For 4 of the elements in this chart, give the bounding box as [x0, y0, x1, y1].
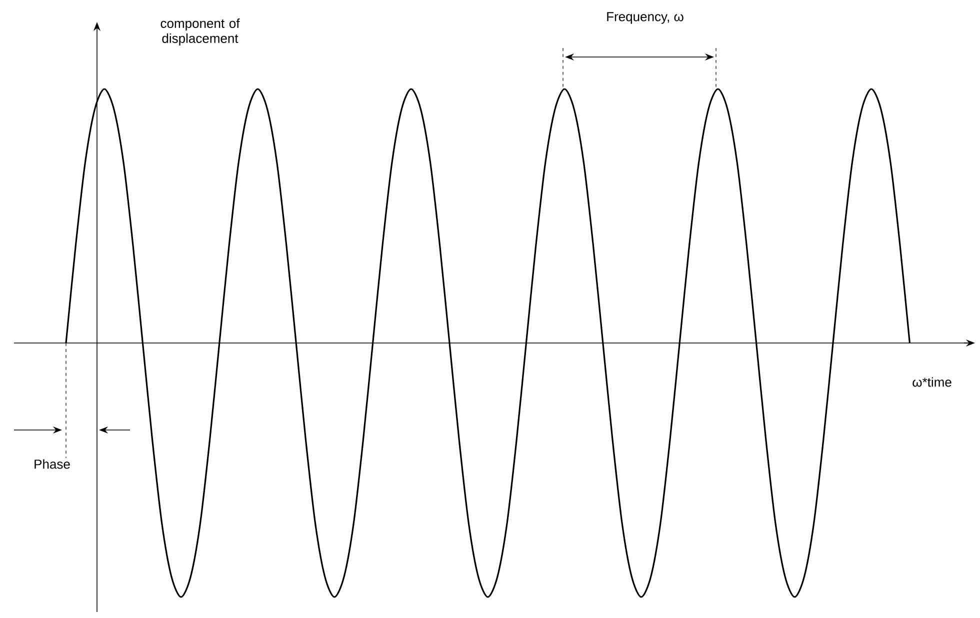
x-axis-title: ω*time — [912, 377, 952, 387]
y-axis-title: component of displacement — [160, 18, 240, 46]
text: Frequency, ω — [607, 12, 684, 24]
annotation: Phase — [34, 459, 70, 469]
